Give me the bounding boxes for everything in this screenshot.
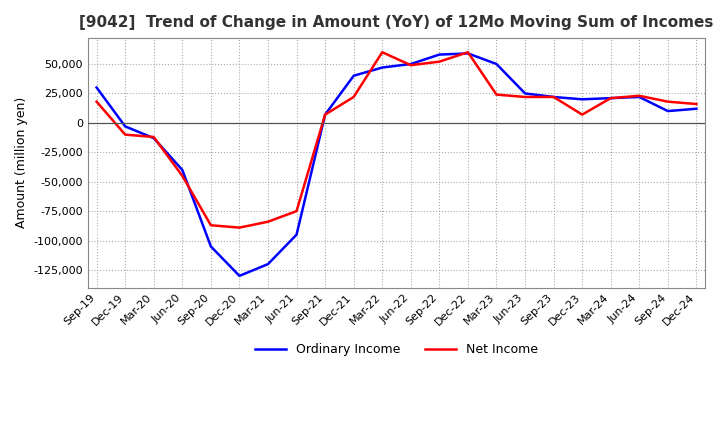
Y-axis label: Amount (million yen): Amount (million yen) (15, 97, 28, 228)
Net Income (264, 219, 272, 224)
Net Income (549, 94, 558, 99)
Ordinary Income (606, 95, 615, 101)
Net Income (150, 134, 158, 139)
Ordinary Income (207, 244, 215, 249)
Net Income (606, 95, 615, 101)
Ordinary Income (150, 136, 158, 141)
Ordinary Income (321, 112, 330, 117)
Net Income (121, 132, 130, 137)
Net Income (92, 99, 101, 104)
Net Income (235, 225, 244, 230)
Ordinary Income (92, 85, 101, 90)
Net Income (349, 94, 358, 99)
Ordinary Income (692, 106, 701, 111)
Ordinary Income (178, 167, 186, 172)
Ordinary Income (578, 97, 587, 102)
Net Income (578, 112, 587, 117)
Ordinary Income (292, 232, 301, 237)
Net Income (664, 99, 672, 104)
Legend: Ordinary Income, Net Income: Ordinary Income, Net Income (250, 338, 544, 361)
Net Income (464, 50, 472, 55)
Ordinary Income (378, 65, 387, 70)
Net Income (521, 94, 529, 99)
Ordinary Income (664, 108, 672, 114)
Ordinary Income (264, 261, 272, 267)
Net Income (492, 92, 501, 97)
Line: Net Income: Net Income (96, 52, 696, 227)
Net Income (635, 93, 644, 99)
Title: [9042]  Trend of Change in Amount (YoY) of 12Mo Moving Sum of Incomes: [9042] Trend of Change in Amount (YoY) o… (79, 15, 714, 30)
Net Income (692, 101, 701, 106)
Net Income (292, 209, 301, 214)
Ordinary Income (407, 61, 415, 66)
Line: Ordinary Income: Ordinary Income (96, 53, 696, 276)
Ordinary Income (435, 52, 444, 57)
Ordinary Income (121, 124, 130, 129)
Net Income (207, 223, 215, 228)
Ordinary Income (492, 61, 501, 66)
Ordinary Income (521, 91, 529, 96)
Ordinary Income (235, 273, 244, 279)
Ordinary Income (464, 51, 472, 56)
Ordinary Income (549, 94, 558, 99)
Ordinary Income (635, 94, 644, 99)
Net Income (178, 173, 186, 179)
Net Income (378, 50, 387, 55)
Net Income (321, 112, 330, 117)
Net Income (407, 62, 415, 68)
Ordinary Income (349, 73, 358, 78)
Net Income (435, 59, 444, 64)
